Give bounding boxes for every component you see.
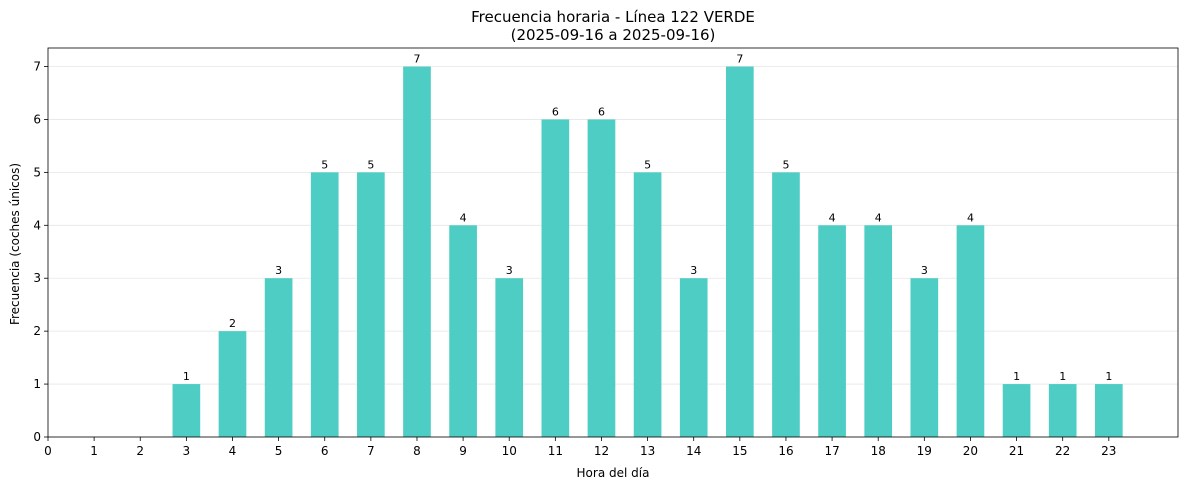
data-label: 2	[229, 317, 236, 330]
bar	[1048, 384, 1077, 437]
x-tick-label: 6	[321, 444, 329, 458]
x-tick-label: 20	[963, 444, 978, 458]
x-ticks: 0 1 2 3 4 5 6 7 8 9 10 11 12 13 14 15 16 17 18 19 20 21 22 23	[44, 437, 1116, 458]
y-axis-label: Frecuencia (coches únicos)	[8, 163, 22, 325]
x-tick-label: 19	[917, 444, 932, 458]
bar	[541, 119, 570, 438]
x-tick-label: 10	[502, 444, 517, 458]
data-label: 1	[1105, 370, 1112, 383]
bar	[633, 172, 662, 437]
bar	[818, 225, 846, 437]
x-tick-label: 2	[136, 444, 144, 458]
data-label: 5	[321, 158, 328, 171]
bar	[218, 331, 247, 437]
bars	[172, 66, 1123, 438]
data-label: 3	[275, 264, 282, 277]
x-tick-label: 13	[640, 444, 655, 458]
x-tick-label: 14	[686, 444, 701, 458]
x-tick-label: 11	[548, 444, 563, 458]
x-tick-label: 23	[1101, 444, 1116, 458]
data-label: 5	[644, 158, 651, 171]
x-tick-label: 21	[1009, 444, 1024, 458]
x-tick-label: 8	[413, 444, 421, 458]
x-axis-label: Hora del día	[577, 466, 650, 480]
bar	[726, 66, 754, 438]
y-tick-label: 0	[33, 430, 41, 444]
x-tick-label: 17	[824, 444, 839, 458]
y-tick-label: 5	[33, 165, 41, 179]
plot-frame	[47, 47, 1179, 438]
data-label: 4	[967, 211, 974, 224]
bar	[956, 225, 985, 437]
x-tick-label: 7	[367, 444, 375, 458]
bar	[772, 172, 800, 437]
y-tick-label: 4	[33, 218, 41, 232]
bar	[449, 225, 477, 437]
x-tick-label: 18	[871, 444, 886, 458]
bar	[910, 278, 939, 437]
x-tick-label: 12	[594, 444, 609, 458]
chart-title: Frecuencia horaria - Línea 122 VERDE	[471, 8, 755, 26]
bar	[587, 119, 616, 438]
bar	[864, 225, 893, 437]
data-labels: 1 2 3 5 5 7 4 3 6 6 5 3 7 5 4 4 3 4 1 1 1	[183, 53, 1112, 384]
data-label: 6	[598, 105, 605, 118]
y-ticks: 0 1 2 3 4 5 6 7	[33, 60, 48, 444]
x-tick-label: 16	[778, 444, 793, 458]
x-tick-label: 3	[183, 444, 191, 458]
x-tick-label: 9	[459, 444, 467, 458]
data-label: 1	[1059, 370, 1066, 383]
x-tick-label: 15	[732, 444, 747, 458]
x-tick-label: 1	[90, 444, 98, 458]
x-tick-label: 4	[229, 444, 237, 458]
chart-subtitle: (2025-09-16 a 2025-09-16)	[511, 26, 716, 44]
x-tick-label: 22	[1055, 444, 1070, 458]
data-label: 4	[875, 211, 882, 224]
data-label: 3	[690, 264, 697, 277]
bar	[172, 384, 201, 437]
data-label: 7	[736, 53, 743, 66]
y-tick-label: 7	[33, 60, 41, 74]
y-tick-label: 2	[33, 324, 41, 338]
data-label: 1	[1013, 370, 1020, 383]
data-label: 4	[460, 211, 467, 224]
bar	[495, 278, 524, 437]
bar	[1094, 384, 1123, 437]
bar	[403, 66, 431, 438]
y-tick-label: 6	[33, 112, 41, 126]
y-tick-label: 3	[33, 271, 41, 285]
bar	[1002, 384, 1031, 437]
bar	[310, 172, 339, 437]
data-label: 5	[782, 158, 789, 171]
bar	[264, 278, 293, 437]
x-tick-label: 0	[44, 444, 52, 458]
data-label: 3	[506, 264, 513, 277]
axes	[47, 47, 1179, 438]
y-tick-label: 1	[33, 377, 41, 391]
data-label: 1	[183, 370, 190, 383]
x-tick-label: 5	[275, 444, 283, 458]
data-label: 5	[367, 158, 374, 171]
data-label: 4	[829, 211, 836, 224]
bar	[357, 172, 385, 437]
bar	[679, 278, 708, 437]
data-label: 6	[552, 105, 559, 118]
data-label: 3	[921, 264, 928, 277]
data-label: 7	[413, 53, 420, 66]
